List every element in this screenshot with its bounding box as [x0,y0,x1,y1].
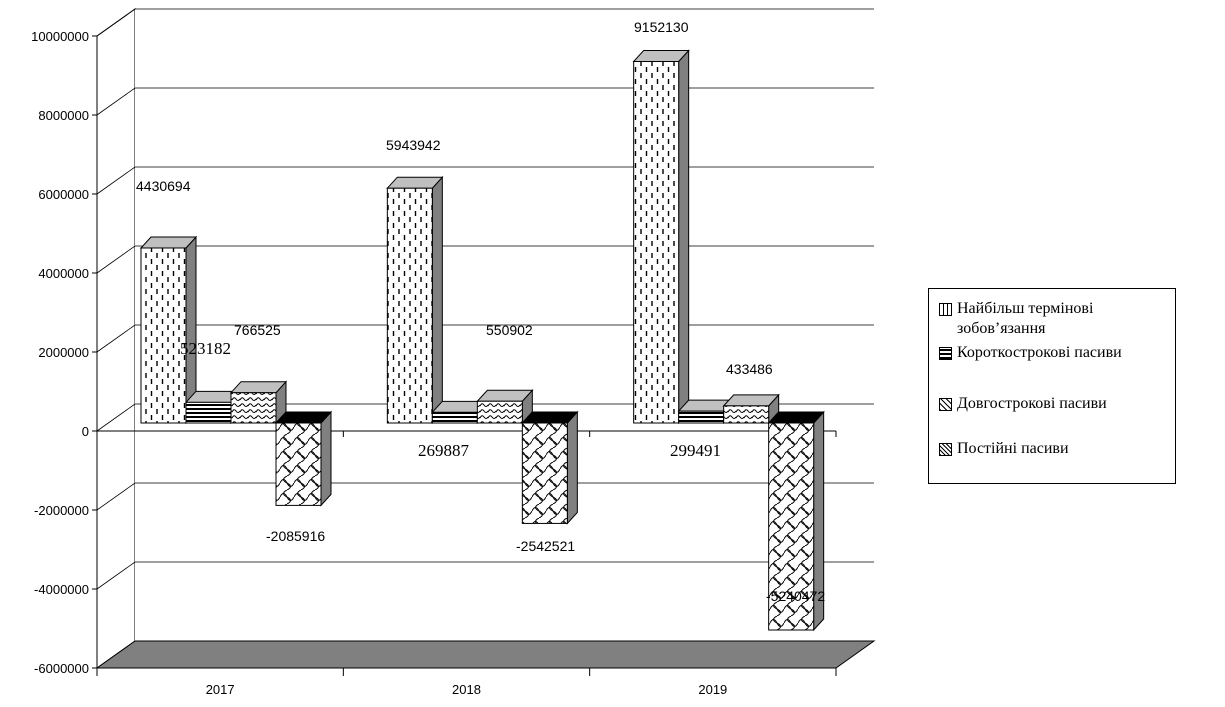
x-tick-label: 2017 [206,682,235,697]
bar-top [386,176,444,189]
bar-front [230,392,277,424]
gridline [96,561,874,590]
legend-item-4: Постійні пасиви [939,439,1069,459]
bar-top [722,394,780,407]
gridline [96,482,874,511]
bar-top [139,236,198,249]
bar [139,235,198,425]
bar [476,388,534,425]
gridline [96,403,874,432]
data-label: 269887 [418,441,470,460]
legend-item-2: Короткострокові пасиви [939,343,1122,363]
y-tick-label: 0 [82,424,89,439]
bar [274,410,333,507]
data-label: -2085916 [266,528,325,544]
bar [521,410,579,525]
bar-top [476,389,534,402]
y-tick-label: 2000000 [38,345,89,360]
bar-side [320,410,332,507]
bar [767,410,825,632]
x-tick-label: 2018 [452,682,481,697]
data-label: 550902 [486,322,533,338]
bar-top [274,411,333,424]
legend-item-3: Довгострокові пасиви [939,394,1107,414]
data-label: -2542521 [516,538,575,554]
bar-front [476,400,523,424]
y-tick-label: -6000000 [34,661,89,676]
legend-label-2: Короткострокові пасиви [957,344,1122,361]
bar [632,49,690,425]
legend-label-1: Найбільш термінові зобов’язання [957,300,1094,337]
y-tick-label: -2000000 [34,503,89,518]
legend-label-4: Постійні пасиви [957,440,1069,457]
bar-front [386,187,433,424]
bar-front [431,411,478,424]
gridline [96,245,874,274]
y-tick-label: -4000000 [34,582,89,597]
bar-top [521,411,579,424]
floor [95,640,876,669]
data-label: -5240472 [766,588,825,604]
x-tick-label: 2019 [698,682,727,697]
data-label: 299491 [670,441,721,460]
data-label: 523182 [180,339,231,358]
data-label: 5943942 [386,137,441,153]
legend: Найбільш термінові зобов’язання Короткос… [928,288,1176,484]
bar-front [633,60,680,424]
bar [722,393,780,425]
bar-front [768,422,815,631]
legend-swatch-waves [939,398,952,411]
gridline [96,8,874,37]
bar-side [678,49,690,425]
data-label: 766525 [234,322,281,338]
y-tick-label: 8000000 [38,108,89,123]
bar-side [431,175,443,425]
legend-swatch-hlines [939,347,952,360]
y-tick-label: 6000000 [38,187,89,202]
bar-front [275,422,322,506]
bar [386,175,444,425]
bar-front [723,405,770,424]
legend-swatch-weave [939,443,952,456]
legend-label-3: Довгострокові пасиви [957,395,1107,412]
bar-front [521,422,568,524]
y-tick-label: 4000000 [38,266,89,281]
data-label: 4430694 [136,178,191,194]
gridline [96,87,874,116]
gridline [96,166,874,195]
bar-top [767,411,825,424]
gridline [96,324,874,353]
bar [229,380,288,425]
y-tick-label: 10000000 [31,29,89,44]
data-label: 433486 [726,361,773,377]
bar-top [632,49,690,62]
bar-top [229,381,288,394]
legend-swatch-dashes [939,303,952,316]
data-label: 9152130 [634,19,689,35]
bar-front [140,247,187,424]
legend-item-1: Найбільш термінові зобов’язання [939,299,1157,339]
bar-front [185,401,232,424]
bar-front [678,410,725,424]
bar-side [566,410,578,525]
